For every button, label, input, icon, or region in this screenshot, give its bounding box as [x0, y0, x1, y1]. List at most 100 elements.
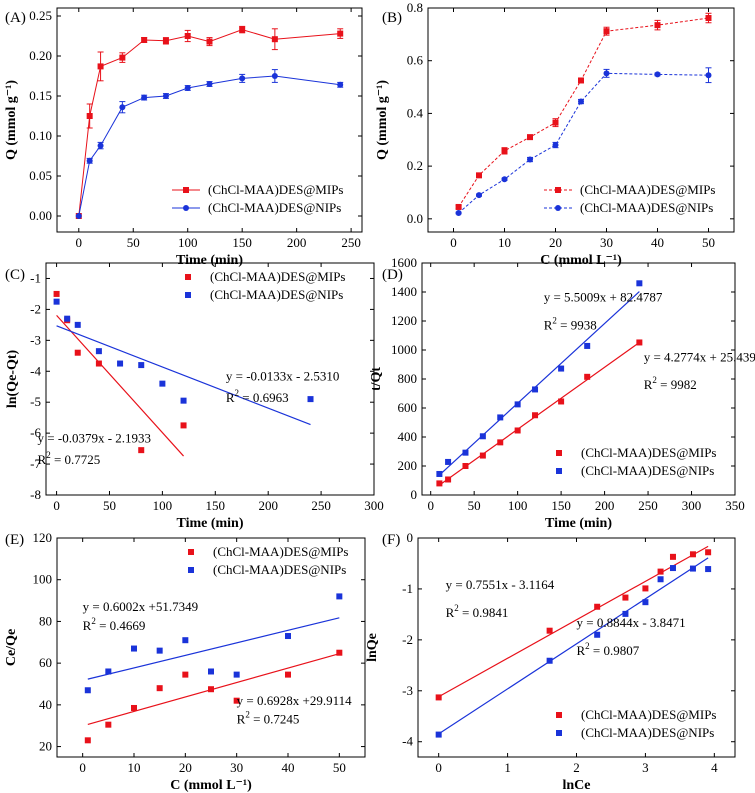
x-tick-label: 3 — [642, 760, 649, 775]
data-point — [527, 156, 533, 163]
legend-entry: (ChCl-MAA)DES@MIPs — [544, 182, 715, 197]
data-point — [156, 647, 163, 654]
y-tick-label: 0.10 — [29, 128, 52, 143]
data-point — [546, 657, 553, 664]
legend-label: (ChCl-MAA)DES@NIPs — [581, 463, 714, 478]
data-point — [705, 72, 712, 79]
data-point — [336, 593, 343, 600]
y-tick-label: 0 — [407, 530, 414, 545]
data-point — [546, 627, 553, 634]
fit-annotation: R2 = 0.9807 — [577, 641, 640, 658]
data-point — [689, 565, 696, 572]
fit-line — [439, 341, 640, 486]
panel-label: (C) — [5, 267, 25, 283]
y-axis-label: lnQe — [365, 633, 380, 662]
x-tick-label: 150 — [232, 235, 252, 250]
legend-label: (ChCl-MAA)DES@MIPs — [213, 544, 348, 559]
data-point — [657, 568, 664, 575]
x-tick-label: 300 — [682, 498, 702, 513]
data-point — [445, 476, 452, 483]
fit-annotation: y = 0.6002x +51.7349 — [83, 599, 198, 614]
x-tick-label: 10 — [128, 760, 141, 775]
panel-e: 0 10 20 30 40 50 20 40 60 80 100 120 C (mmol L⁻¹) Ce/… — [4, 530, 366, 793]
fit-annotation: y = -0.0133x - 2.5310 — [226, 369, 340, 384]
panel-label: (F) — [382, 532, 400, 548]
fit-annotation: R2 = 0.7245 — [237, 710, 300, 727]
legend-marker — [555, 205, 561, 211]
legend-entry: (ChCl-MAA)DES@MIPs — [172, 182, 343, 197]
y-tick-label: -4 — [30, 363, 41, 378]
fit-annotation: y = 4.2774x + 25.4395 — [644, 350, 755, 365]
panel-label: (A) — [5, 10, 26, 26]
legend-entry: (ChCl-MAA)DES@NIPs — [188, 562, 346, 577]
data-point — [642, 599, 649, 606]
data-point — [462, 463, 469, 469]
data-point — [336, 649, 343, 656]
legend-marker — [183, 187, 189, 193]
y-tick-label: 1200 — [391, 313, 417, 328]
data-point — [156, 685, 163, 692]
legend-marker — [188, 549, 194, 555]
series-mips — [84, 649, 343, 744]
data-point — [119, 104, 126, 111]
series-mips — [75, 25, 344, 219]
data-point — [239, 75, 246, 82]
y-tick-label: 200 — [398, 458, 418, 473]
plot-frame — [45, 262, 375, 496]
x-tick-label: 10 — [498, 235, 511, 250]
fit-annotation: y = 0.7551x - 3.1164 — [446, 577, 555, 592]
data-point — [435, 694, 442, 701]
x-tick-label: 2 — [573, 760, 580, 775]
data-point — [208, 686, 214, 693]
data-point — [180, 397, 187, 404]
legend-entry: (ChCl-MAA)DES@NIPs — [185, 287, 343, 302]
y-tick-label: 0.15 — [29, 88, 52, 103]
y-tick-label: 400 — [398, 429, 418, 444]
y-tick-label: 0.6 — [407, 53, 424, 68]
series-line — [458, 17, 709, 208]
y-tick-label: -3 — [402, 683, 413, 698]
x-tick-label: 250 — [341, 235, 361, 250]
y-tick-label: 0.25 — [29, 8, 52, 23]
data-point — [479, 433, 486, 440]
y-tick-label: 100 — [33, 572, 53, 587]
x-tick-label: 4 — [711, 760, 718, 775]
legend-entry: (ChCl-MAA)DES@NIPs — [556, 463, 714, 478]
y-axis-label: ln(Qe-Qt) — [5, 350, 20, 409]
data-point — [558, 398, 565, 405]
y-axis-label: Q (mmol g⁻¹) — [4, 80, 19, 160]
y-tick-label: -7 — [30, 456, 41, 471]
legend-label: (ChCl-MAA)DES@MIPs — [581, 707, 716, 722]
x-tick-label: 0 — [79, 760, 86, 775]
panel-label: (E) — [5, 532, 24, 548]
data-point — [208, 668, 214, 675]
series-nips — [436, 280, 643, 477]
panel-c: 0 50 100 150 200 250 300 -8 -7 -6 -5 -4 -3 -2 -1 Time (… — [5, 262, 384, 531]
legend-marker — [556, 468, 562, 474]
data-point — [476, 172, 482, 179]
data-point — [705, 566, 712, 573]
data-point — [654, 22, 661, 29]
legend-label: (ChCl-MAA)DES@MIPs — [210, 269, 345, 284]
fit-annotation: y = -0.0379x - 2.1933 — [38, 430, 152, 445]
y-tick-label: -6 — [30, 425, 41, 440]
data-point — [558, 365, 565, 372]
y-tick-label: 1600 — [391, 255, 417, 270]
data-point — [285, 671, 291, 678]
y-tick-label: 20 — [39, 739, 52, 754]
data-point — [86, 157, 93, 164]
y-tick-label: 0.05 — [29, 168, 52, 183]
series-nips — [84, 593, 343, 694]
legend-marker — [185, 274, 191, 280]
fit-line — [87, 617, 340, 680]
data-point — [159, 380, 166, 387]
x-tick-label: 0 — [435, 760, 442, 775]
data-point — [337, 30, 344, 37]
x-tick-label: 30 — [230, 760, 243, 775]
plot-frame — [427, 7, 735, 233]
y-tick-label: 1000 — [391, 342, 417, 357]
x-tick-label: 350 — [725, 498, 745, 513]
data-point — [239, 26, 246, 33]
legend-label: (ChCl-MAA)DES@MIPs — [580, 182, 715, 197]
